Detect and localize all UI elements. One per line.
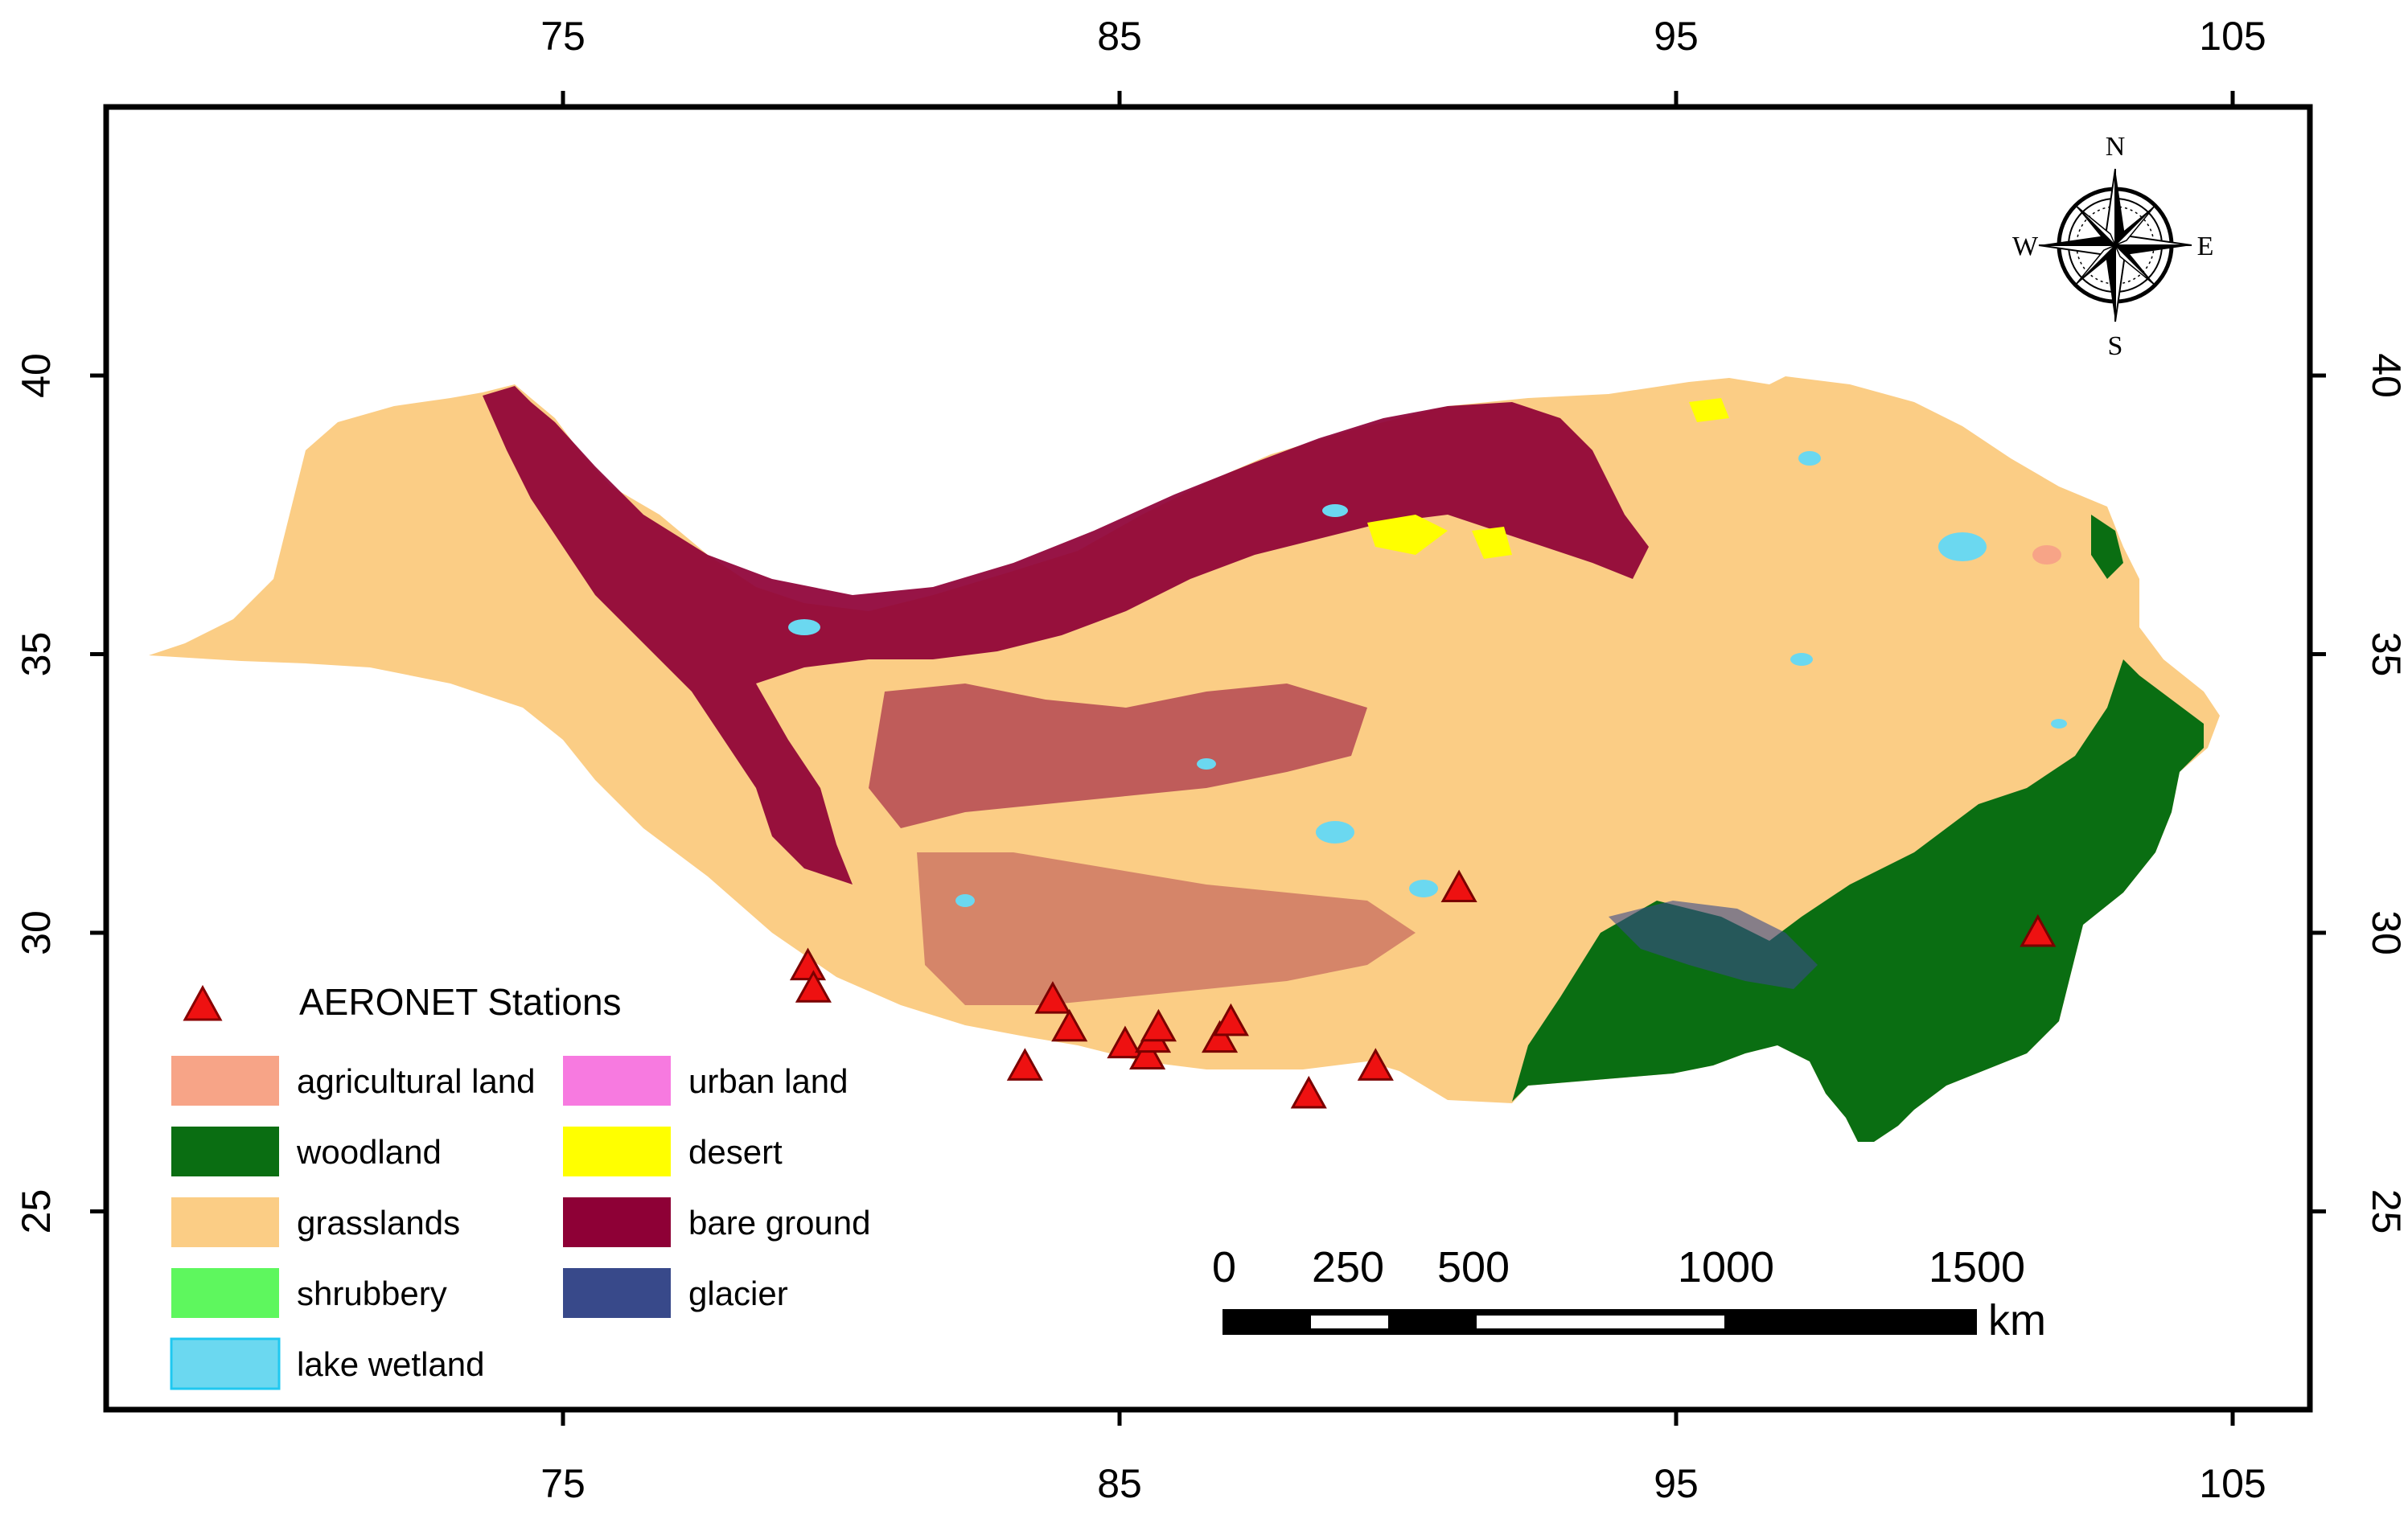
legend-swatch (563, 1127, 671, 1176)
legend-item-label: grasslands (297, 1204, 460, 1242)
aeronet-station-marker (795, 970, 832, 1003)
aeronet-station-marker (1051, 1008, 1088, 1042)
legend-item-label: desert (688, 1133, 783, 1171)
aeronet-station-marker (1290, 1075, 1327, 1109)
scale-bar: 0 250 500 1000 1500 km (1212, 1243, 2046, 1344)
lake (2051, 719, 2067, 729)
scale-bar-label: 500 (1437, 1243, 1510, 1291)
legend-item-label: bare ground (688, 1204, 871, 1242)
x-tick-label-bottom: 85 (1097, 1461, 1142, 1506)
x-tick-label-top: 85 (1097, 14, 1142, 59)
y-tick-label-left: 40 (14, 353, 59, 398)
woodland-east-edge (2091, 515, 2123, 579)
aeronet-station-marker (1357, 1048, 1394, 1081)
east-label: E (2197, 232, 2214, 261)
scale-bar-label: 250 (1312, 1243, 1384, 1291)
aeronet-station-marker (1006, 1048, 1043, 1081)
bare-ground-south (917, 852, 1416, 1005)
scale-bar-segment (1477, 1316, 1724, 1328)
glacier-region (1609, 901, 1818, 989)
desert-patch (1689, 398, 1729, 422)
woodland-region (1512, 659, 2204, 1142)
aeronet-station-marker (789, 947, 827, 981)
y-tick-label-right: 40 (2364, 353, 2408, 398)
legend-item-label: lake wetland (297, 1345, 484, 1383)
aeronet-stations (789, 869, 2057, 1109)
lake (1798, 451, 1821, 466)
legend-station-label: AERONET Stations (299, 981, 622, 1023)
lake (1322, 504, 1348, 517)
legend-swatch (563, 1197, 671, 1247)
agricultural-patch (2032, 545, 2061, 564)
y-tick-label-left: 25 (14, 1189, 59, 1234)
y-tick-label-left: 35 (14, 632, 59, 677)
scale-bar-labels: 0 250 500 1000 1500 (1212, 1243, 2025, 1291)
bare-ground-region (483, 386, 1649, 885)
y-tick-label-right: 25 (2364, 1189, 2408, 1234)
lake (955, 894, 975, 907)
scale-bar-label: 1500 (1929, 1243, 2025, 1291)
graticule-ticks: 75 75 85 85 95 95 105 105 40 40 35 35 30 30 25 25 (14, 14, 2408, 1506)
legend-swatch (171, 1127, 279, 1176)
aeronet-station-marker (1034, 981, 1071, 1014)
legend-swatch (171, 1056, 279, 1106)
lake (1316, 821, 1354, 844)
aeronet-station-marker (1212, 1003, 1249, 1037)
x-tick-label-top: 95 (1654, 14, 1699, 59)
scale-bar-label: 1000 (1678, 1243, 1774, 1291)
south-label: S (2108, 331, 2123, 361)
aeronet-station-marker (2020, 913, 2057, 947)
west-label: W (2012, 232, 2039, 261)
north-arrow: N S E W (2012, 132, 2213, 361)
x-tick-label-bottom: 95 (1654, 1461, 1699, 1506)
compass-star-icon (2038, 168, 2192, 322)
legend-swatch (563, 1268, 671, 1318)
legend-item-label: agricultural land (297, 1062, 536, 1100)
legend-station-symbol (183, 984, 223, 1021)
x-tick-label-bottom: 105 (2199, 1461, 2266, 1506)
legend-swatch (171, 1197, 279, 1247)
lake (788, 619, 820, 635)
legend-item-label: urban land (688, 1062, 849, 1100)
legend-item-label: glacier (688, 1275, 788, 1312)
legend-swatch (563, 1056, 671, 1106)
scale-bar-unit: km (1988, 1296, 2046, 1344)
x-tick-label-bottom: 75 (540, 1461, 586, 1506)
scale-bar-label: 0 (1212, 1243, 1236, 1291)
bare-ground-patches (869, 684, 1367, 828)
x-tick-label-top: 75 (540, 14, 586, 59)
legend-swatch (170, 1337, 281, 1390)
legend: AERONET Stations agricultural land woodla… (170, 981, 871, 1390)
north-label: N (2106, 132, 2126, 162)
x-tick-label-top: 105 (2199, 14, 2266, 59)
aeronet-station-marker (1129, 1037, 1166, 1069)
legend-swatch (171, 1268, 279, 1318)
desert-patch (1472, 527, 1512, 559)
y-tick-label-right: 35 (2364, 632, 2408, 677)
desert-patch (1367, 515, 1448, 555)
aeronet-station-marker (1202, 1020, 1239, 1053)
lake (1409, 880, 1438, 897)
lake (1938, 532, 1987, 561)
lake (1790, 653, 1813, 666)
y-tick-label-right: 30 (2364, 910, 2408, 955)
scale-bar-segment (1311, 1316, 1388, 1328)
aeronet-station-marker (1107, 1025, 1144, 1059)
y-tick-label-left: 30 (14, 910, 59, 955)
aeronet-station-marker (1140, 1008, 1177, 1042)
legend-item-label: woodland (296, 1133, 442, 1171)
legend-item-label: shrubbery (297, 1275, 447, 1312)
aeronet-station-marker (1440, 869, 1477, 903)
lake (1197, 758, 1216, 770)
land-cover-map (149, 376, 2220, 1142)
map-frame (103, 104, 2313, 1413)
